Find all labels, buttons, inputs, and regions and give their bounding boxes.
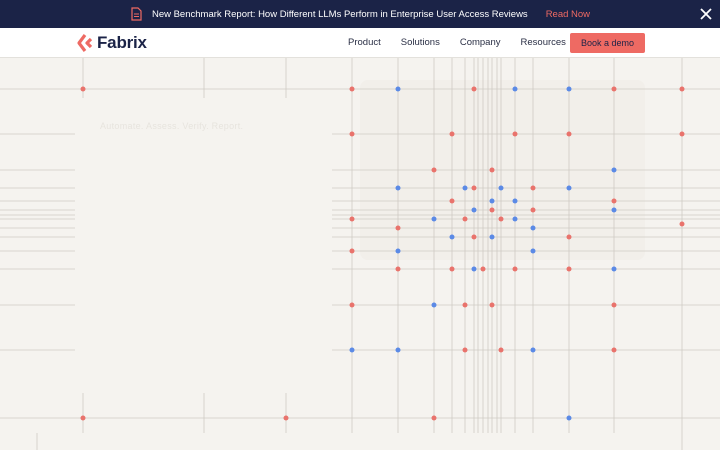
grid-node-dot <box>611 207 617 213</box>
grid-node-dot <box>530 207 536 213</box>
hero-eyebrow: Automate. Assess. Verify. Report. <box>100 121 244 131</box>
grid-node-dot <box>80 415 86 421</box>
grid-node-dot <box>512 216 518 222</box>
grid-node-dot <box>512 131 518 137</box>
nav-item-solutions[interactable]: Solutions <box>400 37 440 48</box>
grid-node-dot <box>395 185 401 191</box>
grid-node-dot <box>611 302 617 308</box>
grid-node-dot <box>462 347 468 353</box>
fabrix-logo-icon <box>77 34 93 52</box>
close-icon <box>700 8 712 20</box>
primary-nav: Product Solutions Company Resources <box>348 28 586 57</box>
grid-node-dot <box>530 225 536 231</box>
grid-node-dot <box>679 131 685 137</box>
grid-node-dot <box>489 198 495 204</box>
grid-node-dot <box>431 302 437 308</box>
grid-node-dot <box>611 86 617 92</box>
grid-node-dot <box>462 302 468 308</box>
grid-node-dot <box>349 216 355 222</box>
grid-node-dot <box>611 198 617 204</box>
nav-item-resources[interactable]: Resources <box>520 37 566 48</box>
grid-node-dot <box>395 347 401 353</box>
grid-node-dot <box>530 185 536 191</box>
grid-node-dot <box>80 86 86 92</box>
grid-node-dot <box>449 234 455 240</box>
grid-node-dot <box>462 185 468 191</box>
grid-node-dot <box>349 248 355 254</box>
grid-node-dot <box>498 347 504 353</box>
book-demo-button[interactable]: Book a demo <box>570 33 645 53</box>
grid-node-dot <box>679 221 685 227</box>
grid-node-dot <box>449 198 455 204</box>
main-navbar: Fabrix Product Solutions Company Resourc… <box>0 28 720 58</box>
grid-node-dot <box>566 234 572 240</box>
grid-node-dot <box>611 167 617 173</box>
announcement-bar: New Benchmark Report: How Different LLMs… <box>0 0 720 28</box>
grid-node-dot <box>611 347 617 353</box>
grid-node-dot <box>349 86 355 92</box>
hero-grid-graphic <box>0 58 720 450</box>
hero-section: Automate. Assess. Verify. Report. <box>0 58 720 450</box>
grid-node-dot <box>431 167 437 173</box>
brand-logo[interactable]: Fabrix <box>76 33 147 53</box>
document-icon <box>131 7 142 21</box>
grid-node-dot <box>395 225 401 231</box>
grid-node-dot <box>471 207 477 213</box>
grid-node-dot <box>283 415 289 421</box>
read-now-link[interactable]: Read Now <box>545 8 591 20</box>
grid-node-dot <box>489 207 495 213</box>
grid-node-dot <box>566 86 572 92</box>
grid-node-dot <box>530 248 536 254</box>
grid-node-dot <box>462 216 468 222</box>
grid-node-dot <box>471 266 477 272</box>
grid-node-dot <box>471 185 477 191</box>
grid-node-dot <box>566 185 572 191</box>
grid-node-dot <box>611 266 617 272</box>
grid-node-dot <box>395 248 401 254</box>
grid-node-dot <box>449 131 455 137</box>
grid-node-dot <box>349 347 355 353</box>
grid-node-dot <box>489 167 495 173</box>
grid-node-dot <box>449 266 455 272</box>
grid-node-dot <box>480 266 486 272</box>
grid-node-dot <box>471 86 477 92</box>
grid-node-dot <box>431 216 437 222</box>
grid-node-dot <box>431 415 437 421</box>
close-announcement-button[interactable] <box>697 5 715 23</box>
announcement-text: New Benchmark Report: How Different LLMs… <box>151 8 528 20</box>
grid-node-dot <box>349 302 355 308</box>
grid-node-dot <box>395 266 401 272</box>
grid-node-dot <box>489 234 495 240</box>
nav-item-product[interactable]: Product <box>348 37 381 48</box>
nav-item-company[interactable]: Company <box>459 37 501 48</box>
grid-node-dot <box>395 86 401 92</box>
grid-node-dot <box>498 216 504 222</box>
grid-node-dot <box>498 185 504 191</box>
grid-node-dot <box>512 266 518 272</box>
grid-node-dot <box>566 131 572 137</box>
grid-node-dot <box>471 234 477 240</box>
grid-node-dot <box>566 415 572 421</box>
grid-node-dot <box>489 302 495 308</box>
grid-node-dot <box>512 86 518 92</box>
grid-node-dot <box>530 347 536 353</box>
brand-name: Fabrix <box>97 33 147 52</box>
grid-node-dot <box>512 198 518 204</box>
grid-node-dot <box>566 266 572 272</box>
grid-node-dot <box>679 86 685 92</box>
grid-node-dot <box>349 131 355 137</box>
